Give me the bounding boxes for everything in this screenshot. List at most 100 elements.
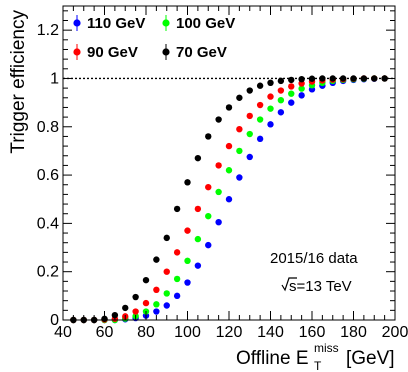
data-point [215,162,222,169]
data-point [225,142,233,150]
data-point [205,183,212,191]
data-point [153,256,160,263]
data-point [339,75,347,82]
x-tick-label: 200 [382,324,408,341]
x-tick-label: 160 [299,324,326,341]
x-tick-label: 100 [174,324,201,341]
x-tick-label: 180 [340,324,367,341]
data-point [173,275,181,283]
data-point [246,130,253,138]
data-point [163,302,170,309]
x-tick-label: 80 [137,324,155,341]
data-point [225,196,233,203]
legend-label: 90 GeV [87,44,138,61]
data-point [194,262,202,269]
axis-layer [62,5,396,321]
data-point [381,75,388,82]
data-point [153,301,160,308]
y-tick-label: 0.4 [37,215,59,232]
tick-label-layer: 40 60 80 100 120 140 160 180 200 0 0.2 0.4 0.6 0.8 1 1.… [37,22,408,341]
data-point [194,154,202,162]
annotation-energy-text: s=13 TeV [289,278,352,295]
legend: 110 GeV 100 GeV 90 GeV 70 GeV [73,15,235,61]
y-tick-label: 0 [50,312,59,329]
data-point [132,308,139,315]
data-point [288,83,295,90]
data-point [288,90,295,97]
data-point [256,101,264,109]
data-point [236,94,243,101]
data-point [308,75,316,82]
y-axis-title: Trigger efficiency [8,10,29,154]
data-point [163,290,170,297]
y-tick-label: 0.6 [37,167,59,184]
data-point [350,75,357,82]
data-point [225,104,233,111]
data-point [173,205,181,213]
data-point [194,235,202,243]
data-point [215,188,222,196]
data-point [246,87,253,94]
x-axis-title-sub: T [314,359,322,372]
data-point [288,76,295,84]
data-point [298,92,305,99]
x-tick-label: 60 [96,324,114,341]
data-point [277,77,285,85]
data-point [153,308,160,315]
data-point [205,212,212,220]
data-point [184,227,191,234]
data-point [225,167,233,174]
legend-marker [162,19,170,27]
data-point [277,87,285,94]
data-point [246,153,253,161]
data-point [194,205,202,213]
data-point [184,279,191,286]
legend-marker [73,48,81,56]
data-point [256,116,264,123]
x-axis-title-sup: miss [314,341,339,355]
data-point [142,299,150,307]
legend-label: 110 GeV [87,15,145,32]
data-point [163,234,170,242]
data-point [236,147,243,155]
legend-label: 100 GeV [176,15,235,32]
data-point [163,268,170,275]
data-point [205,133,212,140]
y-tick-label: 1.2 [37,22,59,39]
data-point [319,75,326,82]
data-point [236,125,243,133]
x-axis-title-main: Offline E [236,348,309,369]
data-point [360,75,368,82]
y-tick-label: 0.8 [37,119,59,136]
data-point [256,82,264,89]
annotation-energy: s=13 TeV [281,277,352,295]
annotation-dataset: 2015/16 data [270,250,358,267]
x-tick-label: 40 [54,324,72,341]
data-point [288,99,295,106]
data-point [267,79,274,87]
x-tick-label: 140 [257,324,284,341]
data-point [267,121,274,128]
data-point [184,179,191,186]
legend-label: 70 GeV [176,44,227,61]
data-point [215,218,222,226]
data-point [277,109,285,116]
data-point [371,75,378,82]
sqrt-symbol [281,277,297,292]
data-point [173,292,181,300]
data-point [142,276,150,284]
data-point [298,75,305,83]
data-point [132,293,139,301]
data-point [256,135,264,143]
data-point [173,249,181,256]
x-axis-title-unit: [GeV] [346,348,395,369]
data-point [184,257,191,265]
legend-marker [162,48,170,56]
data-point [267,105,274,112]
data-point [246,112,253,120]
data-point [298,85,305,92]
x-tick-label: 120 [216,324,243,341]
data-point [236,174,243,181]
data-point [277,97,285,104]
